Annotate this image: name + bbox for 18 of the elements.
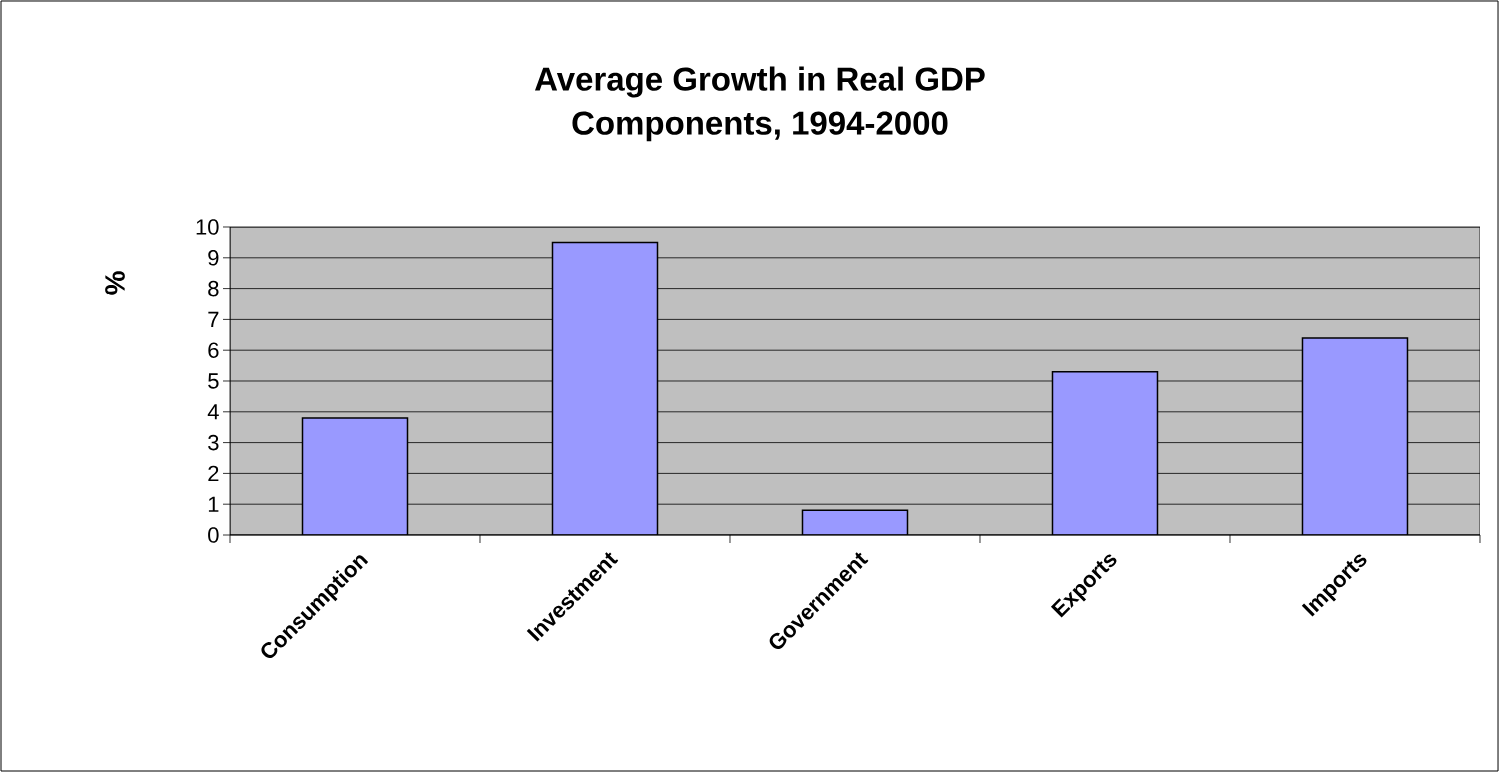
- bar: [301, 417, 409, 535]
- bar: [1051, 371, 1159, 535]
- y-tick-label: 8: [208, 280, 219, 297]
- bar: [801, 509, 909, 535]
- y-tick-label: 2: [208, 465, 219, 482]
- y-tick-label: 5: [208, 373, 219, 389]
- chart-title: Average Growth in Real GDP Components, 1994-2000: [534, 66, 985, 142]
- y-tick-label: 4: [207, 404, 219, 420]
- y-tick-label: 0: [208, 527, 219, 543]
- y-tick-label: 7: [208, 311, 219, 327]
- y-tick-label: 1: [208, 496, 219, 512]
- bar: [1301, 337, 1409, 535]
- y-tick-label: 6: [208, 342, 219, 358]
- y-axis-title: %: [105, 271, 125, 295]
- y-tick-label: 3: [208, 434, 219, 451]
- y-tick-label: 9: [208, 250, 219, 266]
- bar: [551, 241, 659, 535]
- y-tick-label: 10: [196, 219, 219, 235]
